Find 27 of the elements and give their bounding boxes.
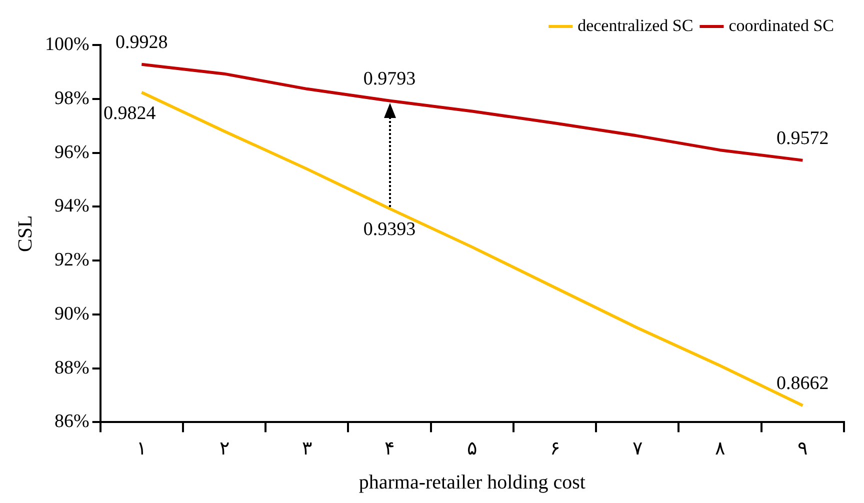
x-tick-label: ۶: [550, 438, 560, 460]
data-label: 0.9824: [104, 102, 156, 124]
x-tick-label: ۵: [467, 438, 478, 460]
x-tick-label: ۴: [384, 438, 395, 460]
y-tick-label: 88%: [54, 357, 90, 378]
y-tick-label: 92%: [54, 250, 90, 271]
y-tick-label: 94%: [54, 196, 90, 217]
legend-label: decentralized SC: [578, 16, 694, 35]
y-tick-label: 96%: [54, 142, 90, 163]
data-label: 0.9393: [363, 219, 416, 240]
data-label: 0.9928: [116, 32, 168, 53]
y-axis-title: CSL: [14, 215, 36, 252]
data-label: 0.8662: [776, 372, 829, 394]
y-tick-label: 90%: [54, 303, 90, 324]
x-tick-label: ۹: [798, 438, 808, 460]
x-tick-label: ۳: [302, 438, 312, 460]
y-tick-label: 86%: [54, 411, 90, 432]
data-label: 0.9572: [776, 128, 829, 149]
x-axis-title: pharma-retailer holding cost: [358, 471, 586, 494]
x-tick-label: ۲: [219, 438, 230, 460]
legend-label: coordinated SC: [728, 16, 834, 35]
x-tick-label: ۱: [136, 438, 147, 460]
y-tick-label: 98%: [54, 88, 90, 109]
y-tick-label: 100%: [45, 34, 90, 55]
data-label: 0.9793: [363, 68, 416, 90]
x-tick-label: ۷: [632, 438, 642, 460]
x-tick-label: ۸: [715, 438, 726, 460]
